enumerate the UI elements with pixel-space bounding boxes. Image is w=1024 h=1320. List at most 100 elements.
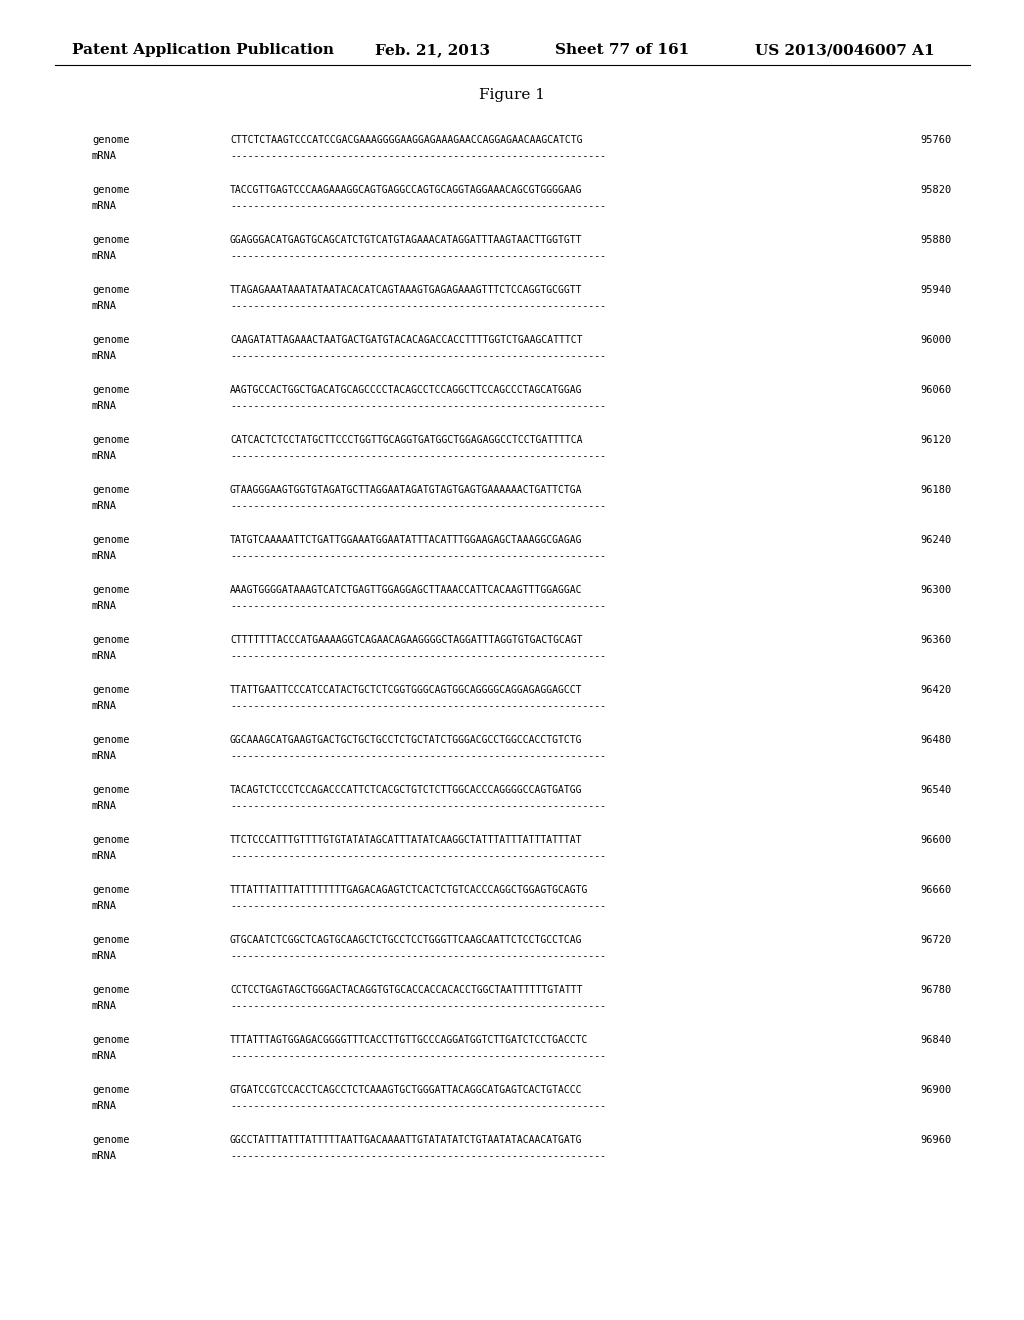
Text: CATCACTCTCCTATGCTTCCCTGGTTGCAGGTGATGGCTGGAGAGGCCTCCTGATTTTCA: CATCACTCTCCTATGCTTCCCTGGTTGCAGGTGATGGCTG… — [230, 436, 583, 445]
Text: genome: genome — [92, 135, 129, 145]
Text: genome: genome — [92, 436, 129, 445]
Text: GGCCTATTTATTTATTTTTAATTGACAAAATTGTATATATCTGTAATATACAACATGATG: GGCCTATTTATTTATTTTTAATTGACAAAATTGTATATAT… — [230, 1135, 583, 1144]
Text: genome: genome — [92, 735, 129, 744]
Text: genome: genome — [92, 985, 129, 995]
Text: mRNA: mRNA — [92, 1051, 117, 1061]
Text: 95880: 95880 — [920, 235, 951, 246]
Text: Feb. 21, 2013: Feb. 21, 2013 — [375, 44, 490, 57]
Text: mRNA: mRNA — [92, 401, 117, 411]
Text: GTGCAATCTCGGCTCAGTGCAAGCTCTGCCTCCTGGGTTCAAGCAATTCTCCTGCCTCAG: GTGCAATCTCGGCTCAGTGCAAGCTCTGCCTCCTGGGTTC… — [230, 935, 583, 945]
Text: 96480: 96480 — [920, 735, 951, 744]
Text: ----------------------------------------------------------------: ----------------------------------------… — [230, 601, 606, 611]
Text: TTATTGAATTCCCATCCATACTGCTCTCGGTGGGCAGTGGCAGGGGCAGGAGAGGAGCCT: TTATTGAATTCCCATCCATACTGCTCTCGGTGGGCAGTGG… — [230, 685, 583, 696]
Text: mRNA: mRNA — [92, 751, 117, 762]
Text: TACCGTTGAGTCCCAAGAAAGGCAGTGAGGCCAGTGCAGGTAGGAAACAGCGTGGGGAAG: TACCGTTGAGTCCCAAGAAAGGCAGTGAGGCCAGTGCAGG… — [230, 185, 583, 195]
Text: ----------------------------------------------------------------: ----------------------------------------… — [230, 902, 606, 911]
Text: TTCTCCCATTTGTTTTGTGTATATAGCATTTATATCAAGGCTATTTATTTATTTATTTAT: TTCTCCCATTTGTTTTGTGTATATAGCATTTATATCAAGG… — [230, 836, 583, 845]
Text: 96960: 96960 — [920, 1135, 951, 1144]
Text: genome: genome — [92, 185, 129, 195]
Text: ----------------------------------------------------------------: ----------------------------------------… — [230, 751, 606, 762]
Text: 96840: 96840 — [920, 1035, 951, 1045]
Text: 96420: 96420 — [920, 685, 951, 696]
Text: ----------------------------------------------------------------: ----------------------------------------… — [230, 851, 606, 861]
Text: genome: genome — [92, 484, 129, 495]
Text: 96600: 96600 — [920, 836, 951, 845]
Text: CTTCTCTAAGTCCCATCCGACGAAAGGGGAAGGAGAAAGAACCAGGAGAACAAGCATCTG: CTTCTCTAAGTCCCATCCGACGAAAGGGGAAGGAGAAAGA… — [230, 135, 583, 145]
Text: ----------------------------------------------------------------: ----------------------------------------… — [230, 1001, 606, 1011]
Text: genome: genome — [92, 385, 129, 395]
Text: CTTTTTTTACCCATGAAAAGGTCAGAACAGAAGGGGCTAGGATTTAGGTGTGACTGCAGT: CTTTTTTTACCCATGAAAAGGTCAGAACAGAAGGGGCTAG… — [230, 635, 583, 645]
Text: mRNA: mRNA — [92, 502, 117, 511]
Text: CAAGATATTAGAAACTAATGACTGATGTACACAGACCACCTTTTGGTCTGAAGCATTTCT: CAAGATATTAGAAACTAATGACTGATGTACACAGACCACC… — [230, 335, 583, 345]
Text: 95940: 95940 — [920, 285, 951, 294]
Text: AAGTGCCACTGGCTGACATGCAGCCCCTACAGCCTCCAGGCTTCCAGCCCTAGCATGGAG: AAGTGCCACTGGCTGACATGCAGCCCCTACAGCCTCCAGG… — [230, 385, 583, 395]
Text: genome: genome — [92, 1135, 129, 1144]
Text: US 2013/0046007 A1: US 2013/0046007 A1 — [755, 44, 935, 57]
Text: ----------------------------------------------------------------: ----------------------------------------… — [230, 401, 606, 411]
Text: mRNA: mRNA — [92, 701, 117, 711]
Text: ----------------------------------------------------------------: ----------------------------------------… — [230, 301, 606, 312]
Text: 95820: 95820 — [920, 185, 951, 195]
Text: mRNA: mRNA — [92, 1101, 117, 1111]
Text: ----------------------------------------------------------------: ----------------------------------------… — [230, 1101, 606, 1111]
Text: ----------------------------------------------------------------: ----------------------------------------… — [230, 351, 606, 360]
Text: 96660: 96660 — [920, 884, 951, 895]
Text: genome: genome — [92, 1085, 129, 1096]
Text: TTTATTTAGTGGAGACGGGGTTTCACCTTGTTGCCCAGGATGGTCTTGATCTCCTGACCTC: TTTATTTAGTGGAGACGGGGTTTCACCTTGTTGCCCAGGA… — [230, 1035, 589, 1045]
Text: ----------------------------------------------------------------: ----------------------------------------… — [230, 150, 606, 161]
Text: genome: genome — [92, 535, 129, 545]
Text: ----------------------------------------------------------------: ----------------------------------------… — [230, 801, 606, 810]
Text: ----------------------------------------------------------------: ----------------------------------------… — [230, 1151, 606, 1162]
Text: mRNA: mRNA — [92, 550, 117, 561]
Text: mRNA: mRNA — [92, 651, 117, 661]
Text: 96240: 96240 — [920, 535, 951, 545]
Text: genome: genome — [92, 285, 129, 294]
Text: ----------------------------------------------------------------: ----------------------------------------… — [230, 950, 606, 961]
Text: 96000: 96000 — [920, 335, 951, 345]
Text: 96720: 96720 — [920, 935, 951, 945]
Text: ----------------------------------------------------------------: ----------------------------------------… — [230, 251, 606, 261]
Text: mRNA: mRNA — [92, 601, 117, 611]
Text: 96540: 96540 — [920, 785, 951, 795]
Text: mRNA: mRNA — [92, 301, 117, 312]
Text: ----------------------------------------------------------------: ----------------------------------------… — [230, 1051, 606, 1061]
Text: 96900: 96900 — [920, 1085, 951, 1096]
Text: Figure 1: Figure 1 — [479, 88, 545, 102]
Text: mRNA: mRNA — [92, 150, 117, 161]
Text: 96180: 96180 — [920, 484, 951, 495]
Text: ----------------------------------------------------------------: ----------------------------------------… — [230, 451, 606, 461]
Text: 96360: 96360 — [920, 635, 951, 645]
Text: GGCAAAGCATGAAGTGACTGCTGCTGCCTCTGCTATCTGGGACGCCTGGCCACCTGTCTG: GGCAAAGCATGAAGTGACTGCTGCTGCCTCTGCTATCTGG… — [230, 735, 583, 744]
Text: mRNA: mRNA — [92, 950, 117, 961]
Text: genome: genome — [92, 884, 129, 895]
Text: TTAGAGAAATAAATATAATACACATCAGTAAAGTGAGAGAAAGTTTCTCCAGGTGCGGTT: TTAGAGAAATAAATATAATACACATCAGTAAAGTGAGAGA… — [230, 285, 583, 294]
Text: genome: genome — [92, 685, 129, 696]
Text: GTGATCCGTCCACCTCAGCCTCTCAAAGTGCTGGGATTACAGGCATGAGTCACTGTACCC: GTGATCCGTCCACCTCAGCCTCTCAAAGTGCTGGGATTAC… — [230, 1085, 583, 1096]
Text: 96780: 96780 — [920, 985, 951, 995]
Text: TACAGTCTCCCTCCAGACCCATTCTCACGCTGTCTCTTGGCACCCAGGGGCCAGTGATGG: TACAGTCTCCCTCCAGACCCATTCTCACGCTGTCTCTTGG… — [230, 785, 583, 795]
Text: genome: genome — [92, 585, 129, 595]
Text: ----------------------------------------------------------------: ----------------------------------------… — [230, 550, 606, 561]
Text: mRNA: mRNA — [92, 451, 117, 461]
Text: GTAAGGGAAGTGGTGTAGATGCTTAGGAATAGATGTAGTGAGTGAAAAAACTGATTCTGA: GTAAGGGAAGTGGTGTAGATGCTTAGGAATAGATGTAGTG… — [230, 484, 583, 495]
Text: genome: genome — [92, 935, 129, 945]
Text: mRNA: mRNA — [92, 851, 117, 861]
Text: 96120: 96120 — [920, 436, 951, 445]
Text: ----------------------------------------------------------------: ----------------------------------------… — [230, 201, 606, 211]
Text: TTTATTTATTTATTTTTTTTGAGACAGAGTCTCACTCTGTCACCCAGGCTGGAGTGCAGTG: TTTATTTATTTATTTTTTTTGAGACAGAGTCTCACTCTGT… — [230, 884, 589, 895]
Text: GGAGGGACATGAGTGCAGCATCTGTCATGTAGAAACATAGGATTTAAGTAACTTGGTGTT: GGAGGGACATGAGTGCAGCATCTGTCATGTAGAAACATAG… — [230, 235, 583, 246]
Text: TATGTCAAAAATTCTGATTGGAAATGGAATATTTACATTTGGAAGAGCTAAAGGCGAGAG: TATGTCAAAAATTCTGATTGGAAATGGAATATTTACATTT… — [230, 535, 583, 545]
Text: ----------------------------------------------------------------: ----------------------------------------… — [230, 651, 606, 661]
Text: mRNA: mRNA — [92, 1151, 117, 1162]
Text: ----------------------------------------------------------------: ----------------------------------------… — [230, 502, 606, 511]
Text: mRNA: mRNA — [92, 1001, 117, 1011]
Text: genome: genome — [92, 836, 129, 845]
Text: mRNA: mRNA — [92, 801, 117, 810]
Text: AAAGTGGGGATAAAGTCATCTGAGTTGGAGGAGCTTAAACCATTCACAAGTTTGGAGGAC: AAAGTGGGGATAAAGTCATCTGAGTTGGAGGAGCTTAAAC… — [230, 585, 583, 595]
Text: ----------------------------------------------------------------: ----------------------------------------… — [230, 701, 606, 711]
Text: Patent Application Publication: Patent Application Publication — [72, 44, 334, 57]
Text: mRNA: mRNA — [92, 351, 117, 360]
Text: 96300: 96300 — [920, 585, 951, 595]
Text: mRNA: mRNA — [92, 251, 117, 261]
Text: CCTCCTGAGTAGCTGGGACTACAGGTGTGCACCACCACACCTGGCTAATTTTTTGTATTT: CCTCCTGAGTAGCTGGGACTACAGGTGTGCACCACCACAC… — [230, 985, 583, 995]
